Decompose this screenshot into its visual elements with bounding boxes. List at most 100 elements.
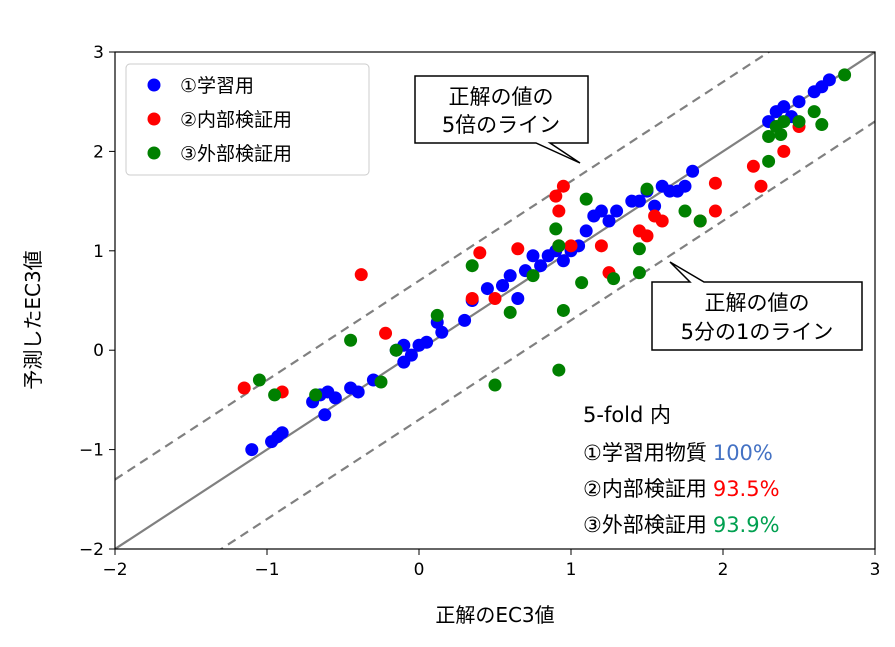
x-tick-label: 0 [414,560,425,580]
one-fifth-line [219,120,875,549]
internal-validation-point [488,292,502,306]
y-axis-ticks: −2 −1 0 1 2 3 [79,43,115,560]
external-validation-point [632,266,646,280]
training-point [777,100,791,114]
y-tick-label: 1 [93,242,104,262]
external-validation-point [526,269,540,283]
internal-validation-point [237,381,251,395]
internal-validation-point [354,268,368,282]
callout-upper-line2: 5倍のライン [442,113,560,137]
external-validation-point [552,239,566,253]
note-row-external-label: ③外部検証用 [583,513,707,537]
callout-upper-line1: 正解の値の [449,85,554,109]
training-point [351,385,365,399]
callout-lower: 正解の値の 5分の1のライン [651,261,863,351]
external-validation-point [632,242,646,256]
callout-lower-bubble [651,261,863,351]
external-validation-point [693,214,707,228]
training-point [318,408,332,422]
callout-lower-line1: 正解の値の [705,291,810,315]
external-validation-point [389,343,403,357]
training-point [404,348,418,362]
y-tick-label: −1 [79,441,104,461]
internal-validation-point [655,214,669,228]
external-validation-point [465,259,479,273]
callout-upper: 正解の値の 5倍のライン [414,75,589,164]
external-validation-point [503,305,517,319]
external-validation-point [549,222,563,236]
x-tick-label: 1 [566,560,577,580]
training-point [534,259,548,273]
note-row-external: ③外部検証用 93.9% [583,513,780,537]
legend-marker-external-validation [147,146,161,160]
legend-label-internal-validation: ②内部検証用 [180,109,292,131]
legend-label-external-validation: ③外部検証用 [180,143,292,165]
note-row-training: ①学習用物質 100% [583,441,773,465]
y-tick-label: −2 [79,540,104,560]
training-point [480,282,494,296]
training-point [686,164,700,178]
data-points [237,68,852,457]
y-axis-label: 予測したEC3値 [21,250,45,389]
training-point [275,426,289,440]
internal-validation-point [473,246,487,260]
note-row-external-value: 93.9% [713,513,780,537]
internal-validation-point [640,229,654,243]
external-validation-point [640,182,654,196]
training-point [496,279,510,293]
x-tick-label: −1 [254,560,279,580]
external-validation-point [374,375,388,389]
callout-upper-bubble [414,75,589,164]
legend: ①学習用 ②内部検証用 ③外部検証用 [125,63,370,176]
legend-box [125,63,370,176]
x-tick-label: −2 [102,560,127,580]
external-validation-point [762,129,776,143]
internal-validation-point [552,204,566,218]
external-validation-point [807,105,821,119]
note-row-training-value: 100% [713,441,773,465]
accuracy-note: 5-fold 内 ①学習用物質 100% ②内部検証用 93.5% ③外部検証用 93… [583,403,780,537]
training-point [632,194,646,208]
external-validation-point [252,373,266,387]
internal-validation-point [465,292,479,306]
y-tick-label: 2 [93,142,104,162]
training-point [503,269,517,283]
internal-validation-point [549,189,563,203]
x-tick-label: 2 [718,560,729,580]
external-validation-point [774,128,788,142]
internal-validation-point [708,176,722,190]
internal-validation-point [708,204,722,218]
training-point [435,325,449,339]
note-row-internal-value: 93.5% [713,477,780,501]
external-validation-point [488,378,502,392]
legend-label-training: ①学習用 [180,75,254,97]
external-validation-point [309,388,323,402]
training-point [678,179,692,193]
training-point [511,292,525,306]
note-row-internal: ②内部検証用 93.5% [583,477,780,501]
external-validation-point [815,118,829,132]
external-validation-point [792,115,806,129]
external-validation-point [607,272,621,286]
external-validation-point [430,308,444,322]
external-validation-point [762,154,776,168]
x-axis-label: 正解のEC3値 [435,603,554,627]
external-validation-point [579,192,593,206]
internal-validation-point [777,144,791,158]
external-validation-point [556,303,570,317]
training-point [792,95,806,109]
x-tick-label: 3 [870,560,881,580]
note-row-internal-label: ②内部検証用 [583,477,707,501]
training-point [420,335,434,349]
training-point [556,254,570,268]
legend-marker-internal-validation [147,112,161,126]
note-row-training-label: ①学習用物質 [583,441,707,465]
internal-validation-point [556,179,570,193]
training-point [648,199,662,213]
internal-validation-point [746,159,760,173]
training-point [610,204,624,218]
training-point [602,214,616,228]
training-point [458,313,472,327]
y-tick-label: 3 [93,43,104,63]
